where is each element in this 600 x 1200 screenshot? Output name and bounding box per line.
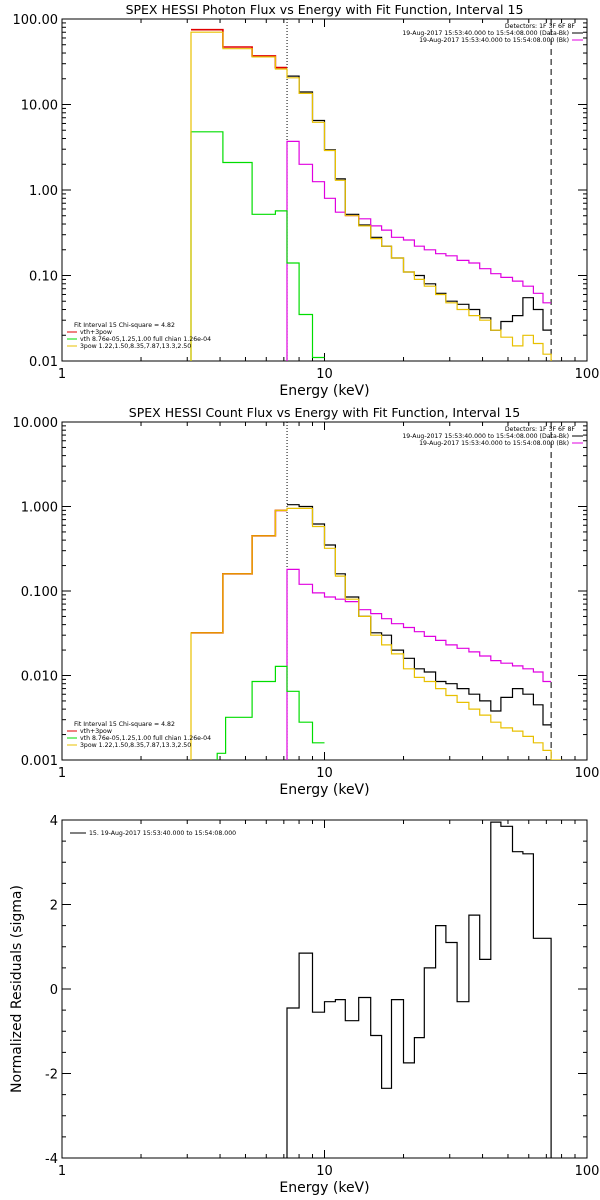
x-tick-label: 100 — [575, 766, 600, 781]
plot-frame — [61, 819, 588, 1159]
x-tick-label: 100 — [575, 1164, 600, 1179]
y-tick-label: 0.10 — [29, 270, 58, 285]
series-line-0 — [286, 821, 552, 1158]
x-tick-label: 100 — [575, 367, 600, 382]
chart-title: SPEX HESSI Count Flux vs Energy with Fit… — [129, 405, 520, 420]
y-tick-label: 10.000 — [13, 416, 59, 431]
x-axis-label: Energy (keV) — [279, 1180, 369, 1196]
y-tick-label: 0.01 — [29, 355, 58, 370]
x-tick-label: 1 — [58, 1164, 66, 1179]
series-line-4 — [190, 507, 562, 760]
residuals-panel: 1 10 100 Energy (keV) 4 2 0 -2 -4 Normalized Resi… — [9, 814, 599, 1196]
series-line-2 — [286, 140, 552, 361]
x-axis-label: Energy (keV) — [279, 383, 369, 399]
x-tick-label: 10 — [316, 1164, 333, 1179]
y-tick-label: -2 — [45, 1068, 58, 1083]
y-tick-label: 0.010 — [21, 670, 58, 685]
plot-frame — [61, 421, 588, 761]
x-tick-label: 10 — [316, 766, 333, 781]
x-axis-label: Energy (keV) — [279, 782, 369, 798]
legend-entry: 19-Aug-2017 15:53:40.000 to 15:54:08.000… — [402, 433, 569, 440]
legend-entry: Fit Interval 15 Chi-square = 4.82 — [74, 322, 175, 329]
x-tick-label: 1 — [58, 766, 66, 781]
legend-entry: 19-Aug-2017 15:53:40.000 to 15:54:08.000… — [402, 30, 569, 37]
chart-title: SPEX HESSI Photon Flux vs Energy with Fi… — [126, 2, 524, 17]
y-tick-label: 0.100 — [21, 585, 58, 600]
legend-entry: 3pow 1.22,1.50,8.35,7.87,13.3,2.50 — [80, 343, 191, 350]
legend-entry: 19-Aug-2017 15:53:40.000 to 15:54:08.000… — [419, 440, 569, 447]
y-tick-label: -4 — [45, 1152, 58, 1167]
legend-detectors: Detectors: 1F 3F 6F 8F — [505, 426, 576, 433]
y-axis-label: Normalized Residuals (sigma) — [9, 885, 25, 1093]
y-tick-label: 100.00 — [13, 13, 59, 28]
legend-entry: 15. 19-Aug-2017 15:53:40.000 to 15:54:08… — [89, 830, 236, 837]
series-line-3 — [190, 131, 325, 361]
legend-entry: 19-Aug-2017 15:53:40.000 to 15:54:08.000… — [419, 37, 569, 44]
y-tick-label: 1.000 — [21, 501, 58, 516]
series-line-4 — [190, 31, 563, 361]
y-tick-label: 10.00 — [21, 99, 58, 114]
series-line-2 — [286, 568, 552, 760]
y-tick-label: 0.001 — [21, 754, 58, 769]
y-tick-label: 2 — [50, 899, 58, 914]
legend-entry: vth 8.76e-05,1.25,1.00 full chian 1.26e-… — [80, 735, 211, 742]
legend-entry: vth 8.76e-05,1.25,1.00 full chian 1.26e-… — [80, 336, 211, 343]
series-group — [190, 504, 562, 760]
y-tick-label: 1.00 — [29, 184, 58, 199]
legend-entry: vth+3pow — [80, 728, 112, 735]
series-group — [286, 821, 552, 1158]
y-tick-label: 0 — [50, 983, 58, 998]
series-line-1 — [287, 504, 552, 726]
series-line-3 — [216, 665, 325, 760]
x-tick-label: 1 — [58, 367, 66, 382]
series-group — [190, 28, 563, 361]
legend-entry: vth+3pow — [80, 329, 112, 336]
count-flux-panel: SPEX HESSI Count Flux vs Energy with Fit… — [13, 405, 600, 798]
y-tick-label: 4 — [50, 814, 58, 829]
photon-flux-panel: SPEX HESSI Photon Flux vs Energy with Fi… — [13, 2, 600, 399]
legend-entry: 3pow 1.22,1.50,8.35,7.87,13.3,2.50 — [80, 742, 191, 749]
series-line-0 — [191, 509, 287, 634]
series-line-1 — [287, 75, 552, 331]
x-tick-label: 10 — [316, 367, 333, 382]
legend-entry: Fit Interval 15 Chi-square = 4.82 — [74, 721, 175, 728]
legend-detectors: Detectors: 1F 3F 6F 8F — [505, 23, 576, 30]
